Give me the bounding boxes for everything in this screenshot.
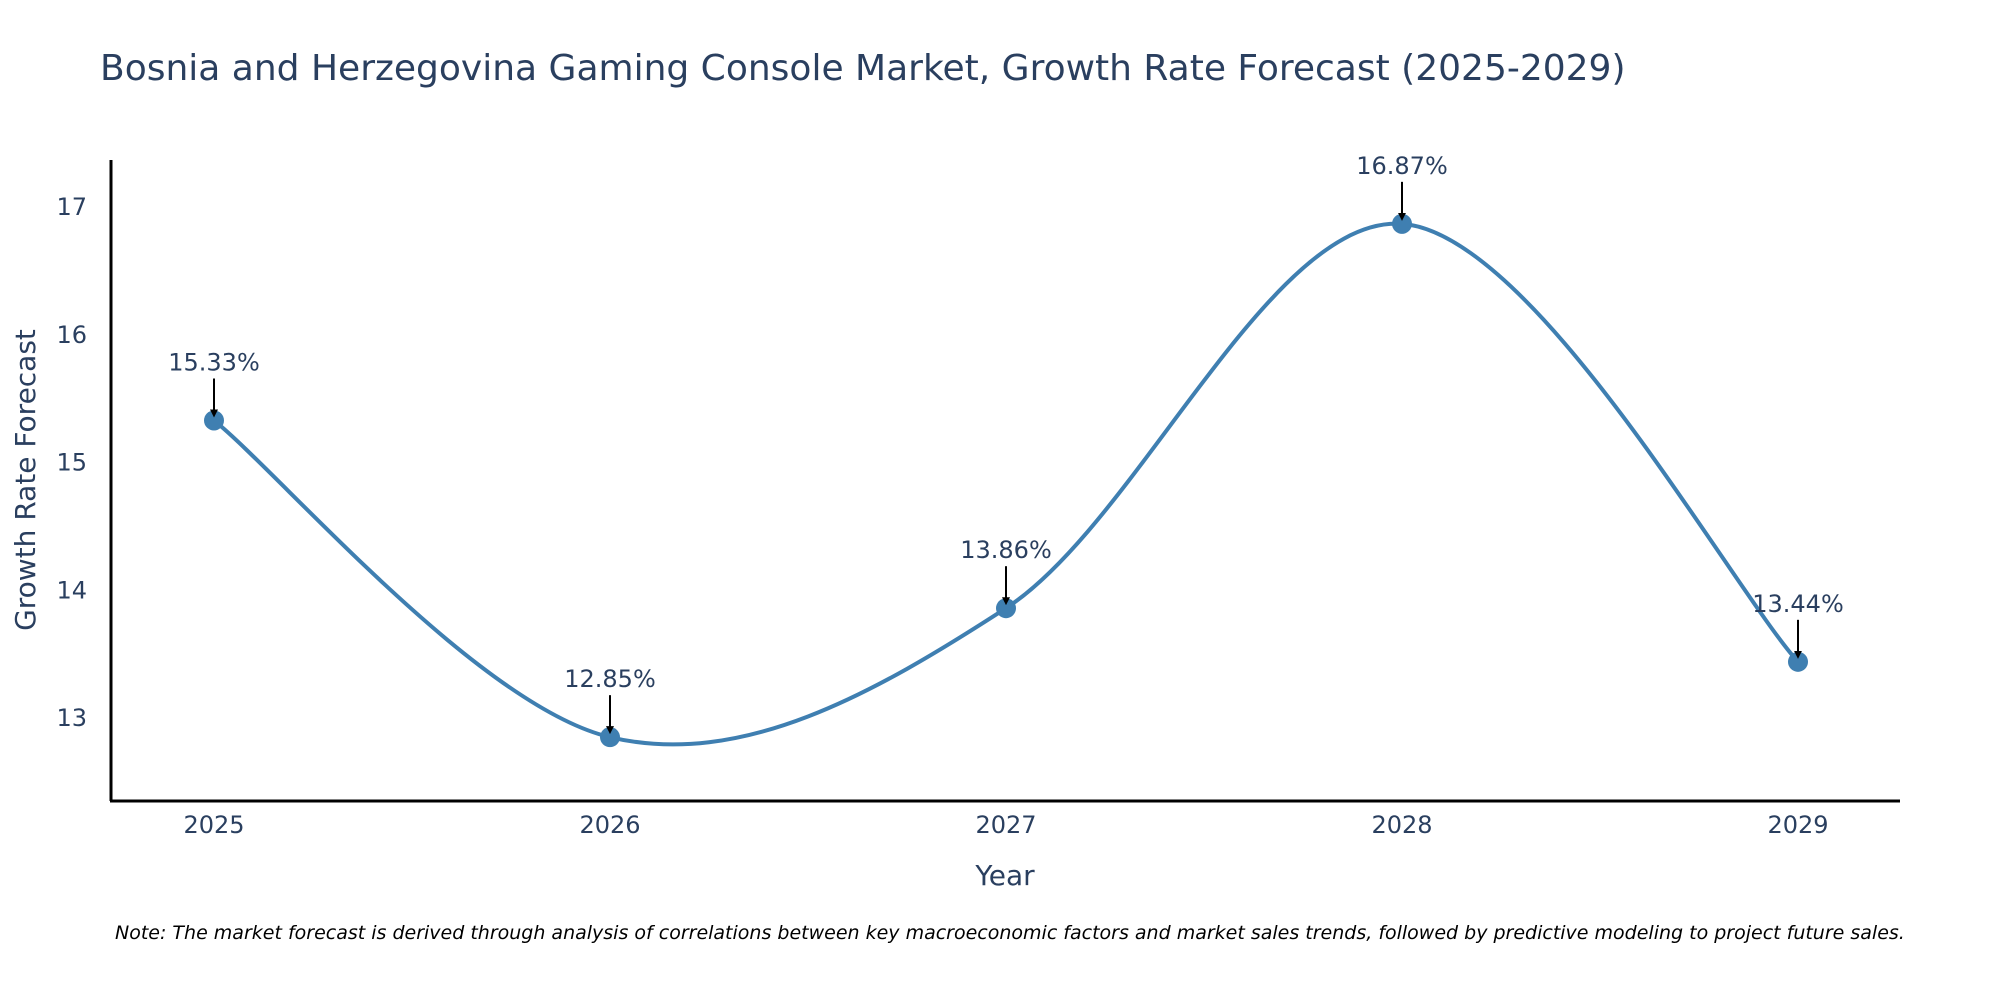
y-axis-title: Growth Rate Forecast bbox=[9, 329, 42, 631]
y-tick-labels: 13 14 15 16 17 bbox=[56, 193, 87, 732]
x-tick-label: 2027 bbox=[975, 811, 1036, 839]
x-tick-label: 2025 bbox=[183, 811, 244, 839]
x-axis-title: Year bbox=[974, 859, 1035, 892]
data-label: 12.85% bbox=[564, 665, 656, 693]
y-tick-label: 15 bbox=[56, 449, 87, 477]
data-point-marker bbox=[1788, 651, 1808, 672]
data-point-marker bbox=[204, 410, 224, 431]
data-label: 15.33% bbox=[168, 348, 260, 376]
data-label: 13.44% bbox=[1752, 590, 1844, 618]
x-tick-label: 2028 bbox=[1371, 811, 1432, 839]
y-tick-label: 16 bbox=[56, 321, 87, 349]
footnote: Note: The market forecast is derived thr… bbox=[115, 922, 1905, 944]
data-point-markers bbox=[204, 213, 1808, 748]
data-label-annotations: 15.33% 12.85% 13.86% 16.87% 13.44% bbox=[168, 152, 1844, 735]
chart-title: Bosnia and Herzegovina Gaming Console Ma… bbox=[100, 48, 1626, 89]
y-tick-label: 14 bbox=[56, 576, 87, 604]
series-line bbox=[212, 221, 1800, 747]
x-tick-labels: 2025 2026 2027 2028 2029 bbox=[183, 811, 1828, 839]
x-tick-label: 2029 bbox=[1767, 811, 1828, 839]
data-label: 16.87% bbox=[1356, 152, 1448, 180]
data-point-marker bbox=[996, 598, 1016, 619]
data-point-marker bbox=[600, 727, 620, 748]
x-tick-label: 2026 bbox=[579, 811, 640, 839]
y-tick-label: 17 bbox=[56, 193, 87, 221]
data-label: 13.86% bbox=[960, 536, 1052, 564]
data-point-marker bbox=[1392, 213, 1412, 234]
y-tick-label: 13 bbox=[56, 704, 87, 732]
